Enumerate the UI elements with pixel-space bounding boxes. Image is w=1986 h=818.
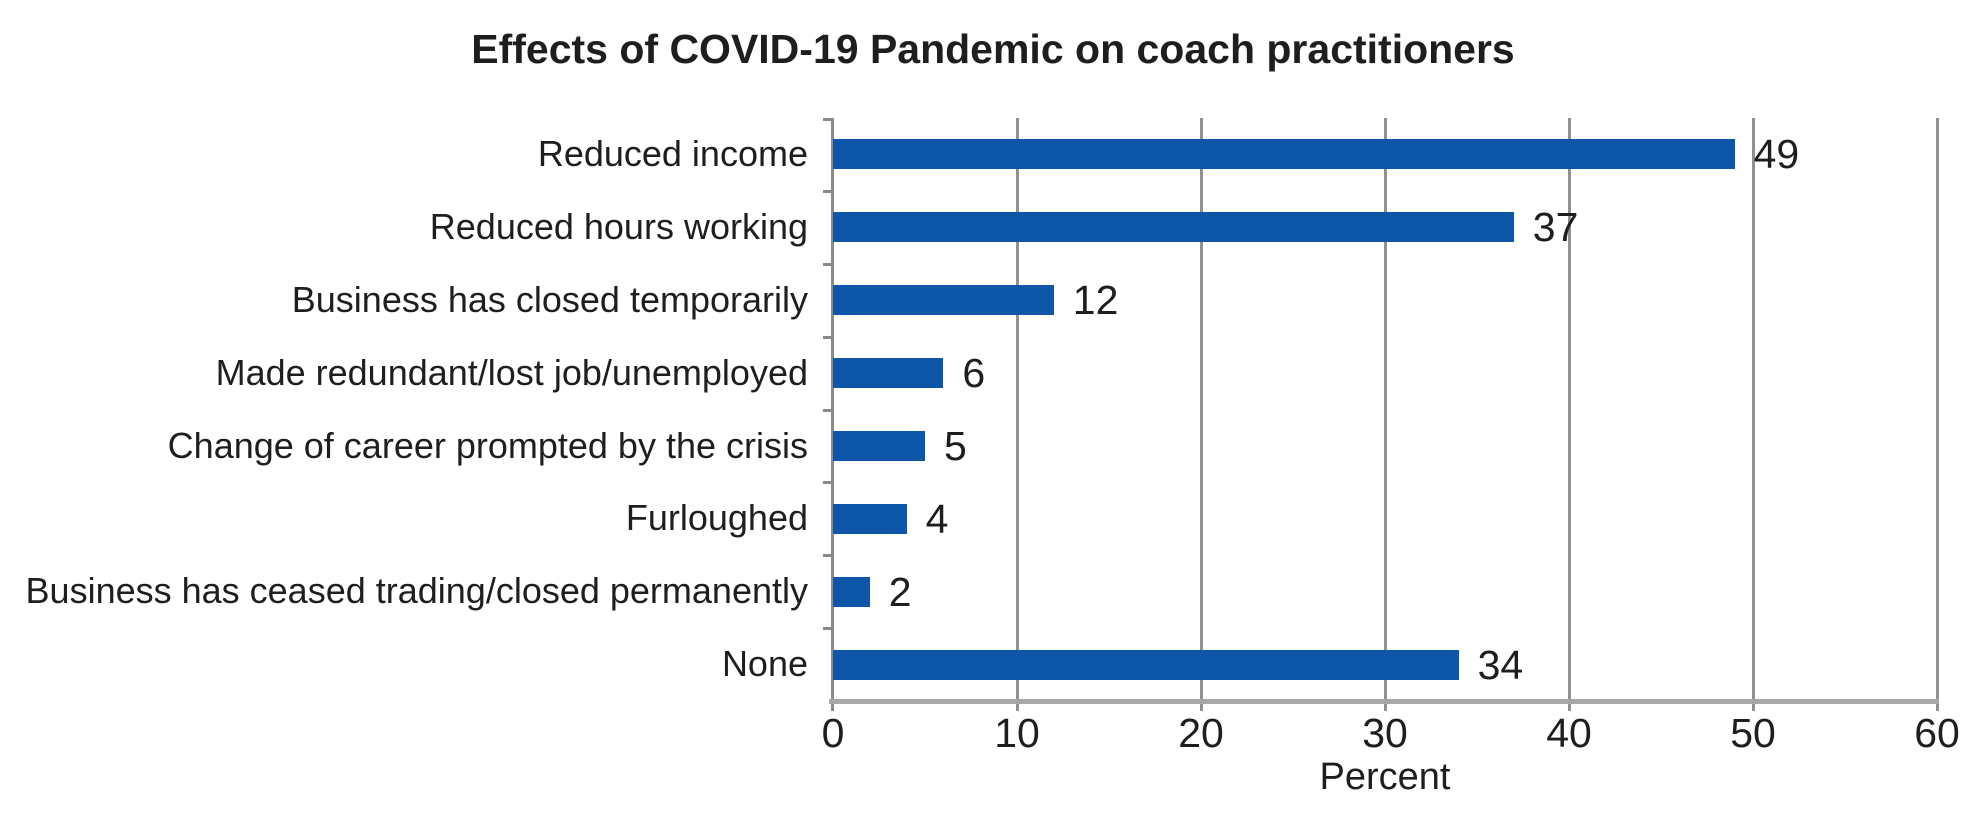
x-tick-label: 50 <box>1730 710 1776 756</box>
y-axis-tick <box>823 627 833 631</box>
value-label: 34 <box>1477 641 1524 688</box>
bar <box>833 358 944 389</box>
category-axis: Reduced income Reduced hours working Busin… <box>0 118 808 701</box>
x-axis-ticks: 0 10 20 30 40 50 60 <box>0 710 1986 758</box>
bar <box>833 430 925 461</box>
bar <box>833 649 1459 680</box>
category-label: Reduced income <box>537 133 808 174</box>
value-label: 2 <box>888 568 912 615</box>
chart-title: Effects of COVID-19 Pandemic on coach pr… <box>471 26 1515 72</box>
x-tick-label: 10 <box>994 710 1040 756</box>
x-tick-label: 0 <box>821 710 845 756</box>
bar <box>833 576 870 607</box>
x-tick-label: 30 <box>1362 710 1408 756</box>
gridline <box>1935 118 1939 711</box>
y-axis-line <box>831 118 834 711</box>
value-label: 12 <box>1072 277 1119 324</box>
y-axis-tick <box>823 118 833 121</box>
y-axis-tick <box>823 189 833 193</box>
y-axis-tick <box>823 408 833 412</box>
value-label: 4 <box>925 495 949 542</box>
gridline <box>1383 118 1387 711</box>
category-label: Business has ceased trading/closed perma… <box>25 570 808 612</box>
gridline <box>1567 118 1571 711</box>
category-label: Made redundant/lost job/unemployed <box>215 351 808 393</box>
bar <box>833 503 907 534</box>
gridline <box>1751 118 1755 711</box>
value-label: 5 <box>944 422 967 469</box>
gridline <box>1199 118 1203 711</box>
y-axis-tick <box>823 481 833 485</box>
y-axis-tick <box>823 554 833 558</box>
value-label: 37 <box>1532 204 1579 251</box>
category-label: Business has closed temporarily <box>291 278 808 320</box>
category-label: None <box>721 643 808 685</box>
value-label: 49 <box>1753 131 1800 178</box>
value-label: 6 <box>962 350 986 397</box>
gridline <box>1015 118 1019 711</box>
x-axis-line <box>829 699 1939 704</box>
y-axis-tick <box>823 335 833 339</box>
x-tick-label: 40 <box>1546 710 1592 756</box>
bar <box>833 139 1735 170</box>
y-axis-tick <box>823 262 833 266</box>
category-label: Change of career prompted by the crisis <box>167 424 808 466</box>
bar <box>833 212 1514 243</box>
plot-area: 49 37 12 6 5 4 2 34 <box>823 118 1939 711</box>
category-label: Furloughed <box>625 497 808 539</box>
bar <box>833 285 1054 316</box>
category-label: Reduced hours working <box>429 205 808 247</box>
x-tick-label: 20 <box>1178 710 1224 756</box>
x-tick-label: 60 <box>1914 710 1960 756</box>
x-axis-title: Percent <box>1319 756 1451 798</box>
